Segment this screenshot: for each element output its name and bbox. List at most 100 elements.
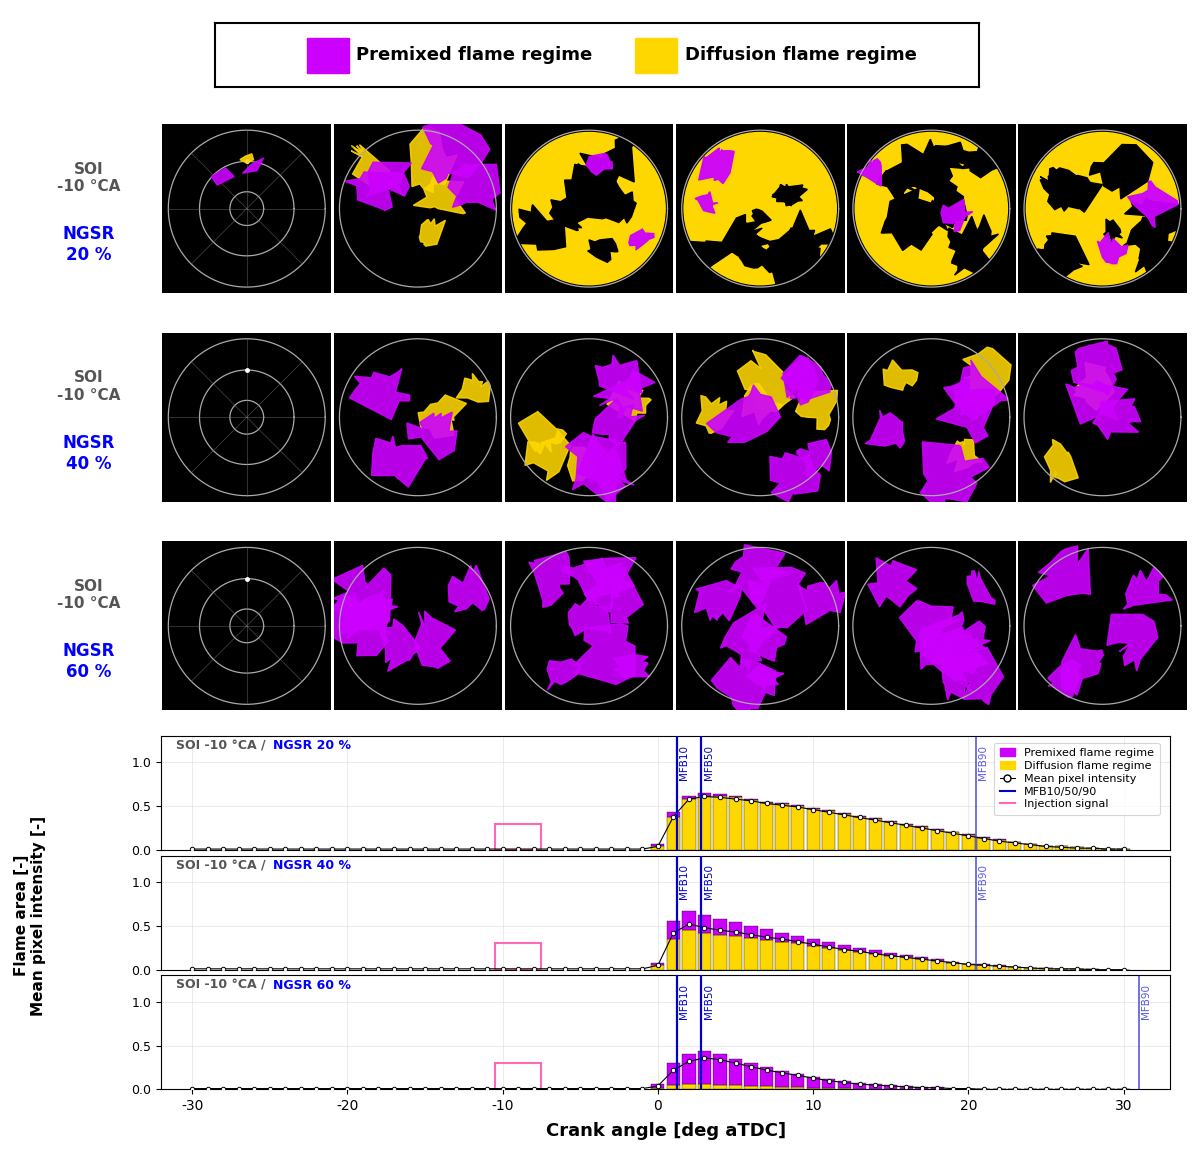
Bar <box>759 802 774 850</box>
Bar <box>666 817 681 850</box>
Polygon shape <box>741 384 782 424</box>
Polygon shape <box>921 442 990 513</box>
Polygon shape <box>1103 219 1122 242</box>
Polygon shape <box>609 188 636 223</box>
Polygon shape <box>899 600 958 651</box>
Text: 00.08 °CA: 00.08 °CA <box>219 298 275 308</box>
Polygon shape <box>1093 399 1140 439</box>
Bar <box>759 930 774 940</box>
Polygon shape <box>768 235 820 293</box>
Polygon shape <box>773 184 807 205</box>
Polygon shape <box>456 373 491 402</box>
Bar <box>496 1063 542 1089</box>
Polygon shape <box>421 118 490 183</box>
Bar <box>713 934 727 970</box>
Polygon shape <box>418 395 467 438</box>
Polygon shape <box>1097 233 1128 264</box>
Polygon shape <box>332 592 398 639</box>
Bar <box>868 819 882 850</box>
Bar <box>853 948 867 953</box>
Polygon shape <box>367 162 412 197</box>
Text: 02.96 °CA: 02.96 °CA <box>903 715 960 726</box>
Polygon shape <box>681 241 738 282</box>
Polygon shape <box>936 378 995 443</box>
Text: 02.24 °CA: 02.24 °CA <box>732 715 788 726</box>
Bar <box>915 957 929 960</box>
Polygon shape <box>513 205 566 250</box>
Bar <box>744 926 758 938</box>
Polygon shape <box>1040 168 1082 210</box>
Polygon shape <box>1127 181 1178 227</box>
Bar <box>821 1079 836 1087</box>
Bar <box>728 923 743 936</box>
Text: Flame area [-]
Mean pixel intensity [-]: Flame area [-] Mean pixel intensity [-] <box>13 816 47 1015</box>
Bar <box>651 846 665 850</box>
Polygon shape <box>448 163 500 210</box>
Polygon shape <box>593 370 656 418</box>
Text: 03.68 °CA: 03.68 °CA <box>1075 506 1131 517</box>
Polygon shape <box>962 348 1011 403</box>
Bar <box>666 812 681 817</box>
Polygon shape <box>749 567 807 628</box>
Polygon shape <box>414 611 455 669</box>
Polygon shape <box>882 139 946 191</box>
Polygon shape <box>419 219 445 246</box>
Polygon shape <box>592 399 645 445</box>
Text: SOI -10 °CA /: SOI -10 °CA / <box>177 979 270 992</box>
Polygon shape <box>525 430 571 481</box>
Polygon shape <box>561 210 581 231</box>
Polygon shape <box>876 163 916 204</box>
Polygon shape <box>607 379 651 421</box>
Polygon shape <box>568 592 611 635</box>
Polygon shape <box>746 665 784 690</box>
Text: Premixed flame regime: Premixed flame regime <box>356 46 592 64</box>
Polygon shape <box>796 439 831 476</box>
Polygon shape <box>345 172 410 211</box>
Text: NGSR
20 %: NGSR 20 % <box>62 225 115 264</box>
Circle shape <box>855 132 1008 285</box>
Bar <box>728 1085 743 1089</box>
Polygon shape <box>574 624 635 684</box>
Polygon shape <box>783 356 831 400</box>
Bar <box>697 793 712 795</box>
Polygon shape <box>1071 341 1122 395</box>
Polygon shape <box>868 557 917 607</box>
Bar <box>697 933 712 970</box>
Bar <box>307 38 349 73</box>
Polygon shape <box>610 578 644 624</box>
Text: 00.08 °CA: 00.08 °CA <box>219 715 275 726</box>
Bar <box>961 964 975 970</box>
Bar <box>946 963 960 970</box>
Text: MFB50: MFB50 <box>703 745 714 780</box>
Bar <box>728 1059 743 1085</box>
X-axis label: Crank angle [deg aTDC]: Crank angle [deg aTDC] <box>546 1122 786 1139</box>
Text: 00.80 °CA: 00.80 °CA <box>389 506 447 517</box>
Polygon shape <box>712 657 776 717</box>
Polygon shape <box>547 659 580 691</box>
Bar <box>759 940 774 970</box>
Polygon shape <box>919 612 986 673</box>
Text: NGSR 20 %: NGSR 20 % <box>273 739 351 752</box>
Text: SOI
-10 °CA: SOI -10 °CA <box>57 370 121 402</box>
Polygon shape <box>1045 235 1079 265</box>
Bar <box>775 804 789 850</box>
Bar <box>837 950 851 970</box>
Bar <box>744 1063 758 1086</box>
Bar <box>1008 843 1022 850</box>
Bar <box>806 1087 820 1089</box>
Polygon shape <box>570 153 620 199</box>
Bar <box>853 953 867 970</box>
Polygon shape <box>770 453 820 502</box>
Bar <box>728 797 743 850</box>
Bar <box>744 800 758 850</box>
Polygon shape <box>752 209 771 227</box>
Polygon shape <box>380 619 419 671</box>
Bar <box>682 795 696 799</box>
Polygon shape <box>566 432 627 502</box>
Polygon shape <box>413 168 466 213</box>
Text: MFB10: MFB10 <box>679 745 689 780</box>
Legend: Premixed flame regime, Diffusion flame regime, Mean pixel intensity, MFB10/50/90: Premixed flame regime, Diffusion flame r… <box>993 743 1159 815</box>
Bar <box>775 1071 789 1087</box>
Text: SOI -10 °CA /: SOI -10 °CA / <box>177 739 270 752</box>
Polygon shape <box>773 184 799 206</box>
